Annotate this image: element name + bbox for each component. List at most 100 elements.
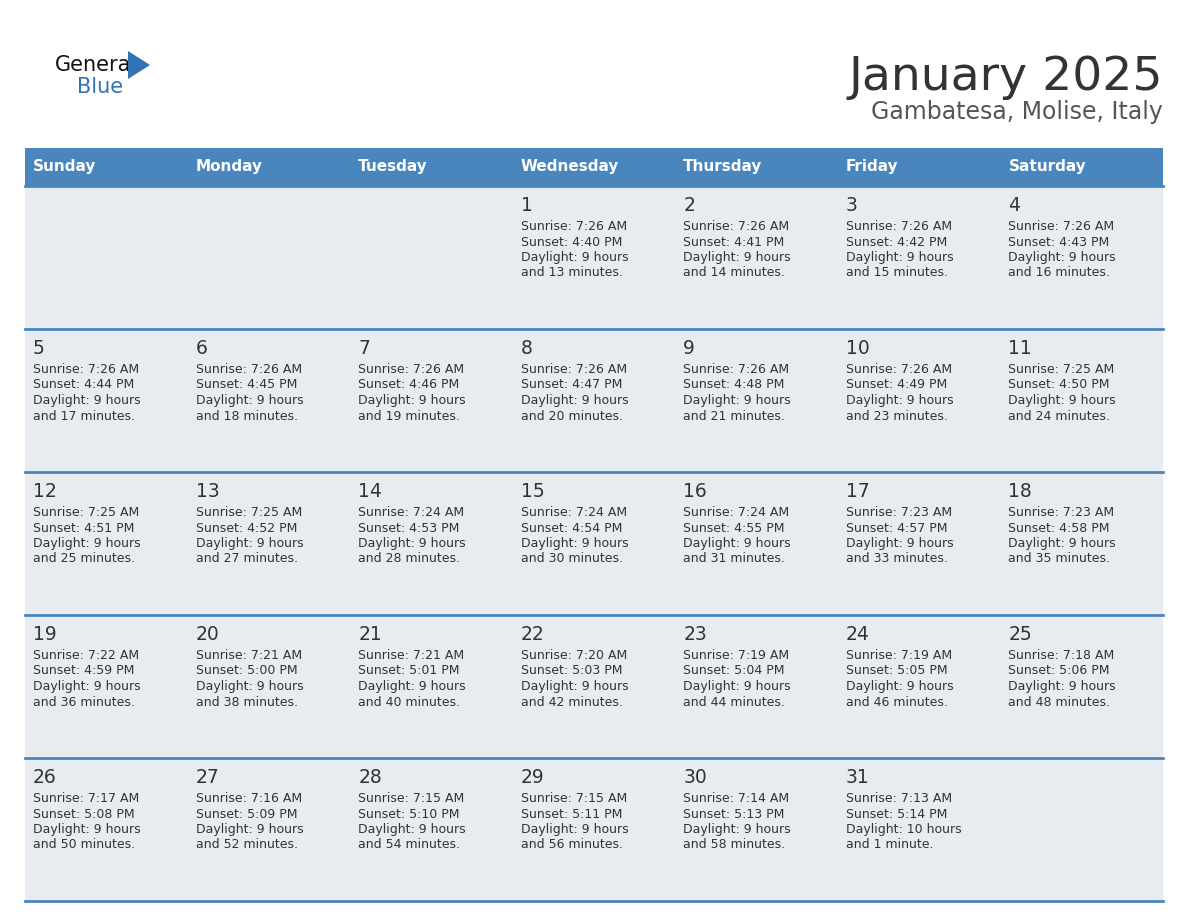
Text: and 17 minutes.: and 17 minutes. [33,409,135,422]
Text: Sunrise: 7:24 AM: Sunrise: 7:24 AM [683,506,789,519]
Bar [838,186,1000,329]
Text: Daylight: 9 hours: Daylight: 9 hours [520,823,628,836]
Text: Sunrise: 7:16 AM: Sunrise: 7:16 AM [196,792,302,805]
Text: and 38 minutes.: and 38 minutes. [196,696,297,709]
Text: 29: 29 [520,768,544,787]
Text: Sunrise: 7:23 AM: Sunrise: 7:23 AM [846,506,952,519]
Text: 8: 8 [520,339,532,358]
Text: Daylight: 9 hours: Daylight: 9 hours [196,823,303,836]
Text: and 20 minutes.: and 20 minutes. [520,409,623,422]
Bar [1000,758,1163,901]
Text: Sunset: 4:52 PM: Sunset: 4:52 PM [196,521,297,534]
Text: Sunset: 5:08 PM: Sunset: 5:08 PM [33,808,134,821]
Text: Sunset: 4:53 PM: Sunset: 4:53 PM [358,521,460,534]
Text: Thursday: Thursday [683,160,763,174]
Text: Daylight: 9 hours: Daylight: 9 hours [33,394,140,407]
Text: Sunset: 5:09 PM: Sunset: 5:09 PM [196,808,297,821]
Text: Sunrise: 7:26 AM: Sunrise: 7:26 AM [520,363,627,376]
Bar [188,329,350,472]
Bar [675,148,838,186]
Text: Saturday: Saturday [1009,160,1086,174]
Text: Gambatesa, Molise, Italy: Gambatesa, Molise, Italy [871,100,1163,124]
Bar [513,615,675,758]
Bar [1000,148,1163,186]
Text: Sunset: 4:41 PM: Sunset: 4:41 PM [683,236,784,249]
Text: Sunset: 4:58 PM: Sunset: 4:58 PM [1009,521,1110,534]
Bar [25,472,188,615]
Text: Daylight: 9 hours: Daylight: 9 hours [358,680,466,693]
Bar [25,758,188,901]
Text: Daylight: 9 hours: Daylight: 9 hours [1009,537,1116,550]
Text: Daylight: 9 hours: Daylight: 9 hours [683,823,791,836]
Text: and 21 minutes.: and 21 minutes. [683,409,785,422]
Text: Sunrise: 7:26 AM: Sunrise: 7:26 AM [683,220,789,233]
Text: 5: 5 [33,339,45,358]
Text: 21: 21 [358,625,381,644]
Bar [350,329,513,472]
Text: Sunrise: 7:21 AM: Sunrise: 7:21 AM [196,649,302,662]
Text: 18: 18 [1009,482,1032,501]
Bar [675,758,838,901]
Text: and 23 minutes.: and 23 minutes. [846,409,948,422]
Bar [838,758,1000,901]
Text: Daylight: 9 hours: Daylight: 9 hours [33,680,140,693]
Text: Daylight: 9 hours: Daylight: 9 hours [846,537,954,550]
Text: Sunset: 5:13 PM: Sunset: 5:13 PM [683,808,784,821]
Text: Daylight: 9 hours: Daylight: 9 hours [196,680,303,693]
Bar [675,615,838,758]
Text: and 24 minutes.: and 24 minutes. [1009,409,1111,422]
Text: 1: 1 [520,196,532,215]
Text: Sunrise: 7:17 AM: Sunrise: 7:17 AM [33,792,139,805]
Text: and 14 minutes.: and 14 minutes. [683,266,785,279]
Text: Sunset: 5:04 PM: Sunset: 5:04 PM [683,665,785,677]
Text: Sunrise: 7:15 AM: Sunrise: 7:15 AM [358,792,465,805]
Text: Sunset: 4:46 PM: Sunset: 4:46 PM [358,378,460,391]
Text: Sunrise: 7:19 AM: Sunrise: 7:19 AM [683,649,789,662]
Text: and 56 minutes.: and 56 minutes. [520,838,623,852]
Text: Sunset: 4:42 PM: Sunset: 4:42 PM [846,236,947,249]
Text: Sunrise: 7:26 AM: Sunrise: 7:26 AM [33,363,139,376]
Bar [675,186,838,329]
Text: General: General [55,55,138,75]
Text: Daylight: 9 hours: Daylight: 9 hours [1009,394,1116,407]
Bar [838,615,1000,758]
Text: Sunset: 5:05 PM: Sunset: 5:05 PM [846,665,948,677]
Text: Monday: Monday [196,160,263,174]
Text: Sunset: 5:00 PM: Sunset: 5:00 PM [196,665,297,677]
Text: Sunset: 4:43 PM: Sunset: 4:43 PM [1009,236,1110,249]
Text: and 15 minutes.: and 15 minutes. [846,266,948,279]
Text: and 25 minutes.: and 25 minutes. [33,553,135,565]
Text: Daylight: 9 hours: Daylight: 9 hours [520,251,628,264]
Text: Sunset: 5:01 PM: Sunset: 5:01 PM [358,665,460,677]
Text: Sunset: 4:59 PM: Sunset: 4:59 PM [33,665,134,677]
Text: and 58 minutes.: and 58 minutes. [683,838,785,852]
Text: 12: 12 [33,482,57,501]
Text: 23: 23 [683,625,707,644]
Text: Sunrise: 7:25 AM: Sunrise: 7:25 AM [1009,363,1114,376]
Text: Daylight: 9 hours: Daylight: 9 hours [846,251,954,264]
Text: and 18 minutes.: and 18 minutes. [196,409,297,422]
Bar [513,472,675,615]
Text: Sunset: 4:40 PM: Sunset: 4:40 PM [520,236,623,249]
Text: and 33 minutes.: and 33 minutes. [846,553,948,565]
Text: Daylight: 9 hours: Daylight: 9 hours [196,537,303,550]
Text: Daylight: 9 hours: Daylight: 9 hours [196,394,303,407]
Text: and 1 minute.: and 1 minute. [846,838,934,852]
Text: Sunrise: 7:25 AM: Sunrise: 7:25 AM [33,506,139,519]
Text: 26: 26 [33,768,57,787]
Text: Sunset: 4:55 PM: Sunset: 4:55 PM [683,521,785,534]
Text: Sunrise: 7:18 AM: Sunrise: 7:18 AM [1009,649,1114,662]
Text: Daylight: 9 hours: Daylight: 9 hours [358,394,466,407]
Bar [25,186,188,329]
Text: and 19 minutes.: and 19 minutes. [358,409,460,422]
Text: Sunset: 4:45 PM: Sunset: 4:45 PM [196,378,297,391]
Text: 9: 9 [683,339,695,358]
Text: Daylight: 9 hours: Daylight: 9 hours [520,537,628,550]
Bar [350,148,513,186]
Text: 14: 14 [358,482,383,501]
Text: Sunset: 5:06 PM: Sunset: 5:06 PM [1009,665,1110,677]
Text: Sunrise: 7:21 AM: Sunrise: 7:21 AM [358,649,465,662]
Text: 6: 6 [196,339,208,358]
Bar [25,329,188,472]
Text: and 46 minutes.: and 46 minutes. [846,696,948,709]
